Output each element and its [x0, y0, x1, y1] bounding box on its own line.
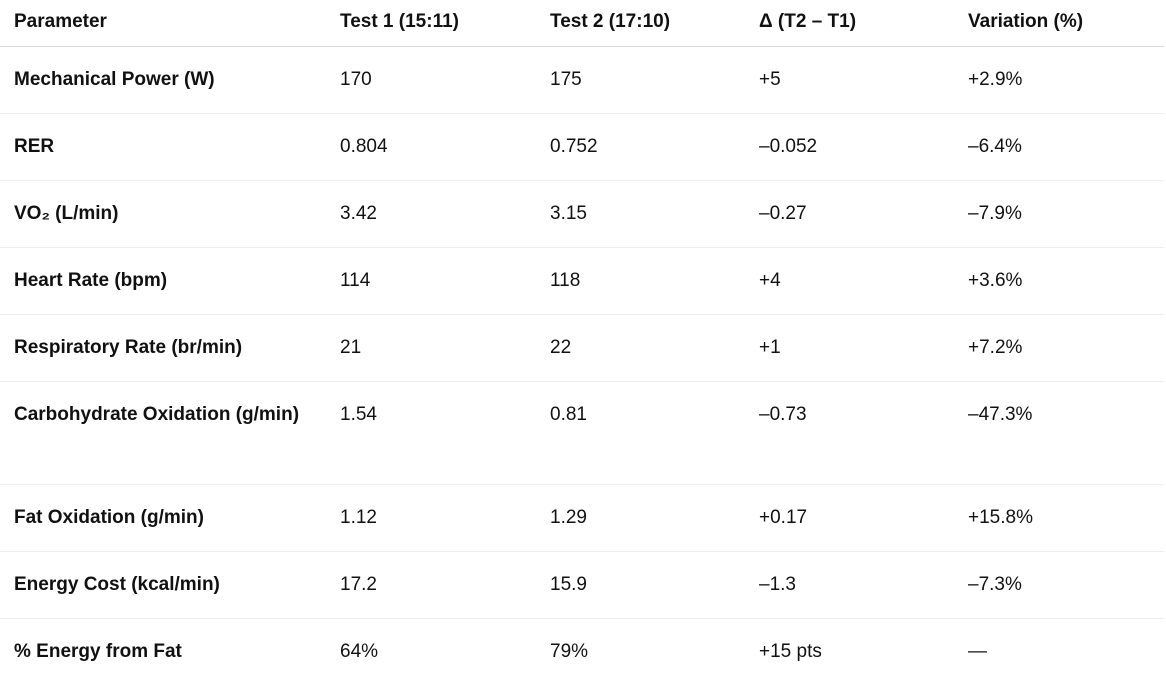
row-delta-value: +0.17	[745, 484, 954, 552]
header-test-1: Test 1 (15:11)	[326, 0, 536, 47]
table-row: % Energy from Fat 64% 79% +15 pts —	[0, 618, 1164, 680]
row-parameter: Heart Rate (bpm)	[0, 247, 326, 315]
row-variation-value: –6.4%	[954, 113, 1164, 181]
table-row: RER 0.804 0.752 –0.052 –6.4%	[0, 113, 1164, 181]
row-delta-value: +4	[745, 247, 954, 315]
row-test-1-value: 17.2	[326, 551, 536, 619]
row-variation-value: —	[968, 640, 987, 662]
table-row: Respiratory Rate (br/min) 21 22 +1 +7.2%	[0, 314, 1164, 382]
row-delta-value: +15 pts	[759, 640, 822, 662]
row-test-1-value: 170	[326, 46, 536, 114]
row-test-2-value: 79%	[550, 640, 589, 662]
table-header: Parameter Test 1 (15:11) Test 2 (17:10) …	[0, 0, 1164, 47]
row-delta-value: +1	[745, 314, 954, 382]
table-body: Mechanical Power (W) 170 175 +5 +2.9% RE…	[0, 46, 1164, 680]
row-variation-value: +15.8%	[954, 484, 1164, 552]
row-test-2-value: 118	[536, 247, 745, 315]
row-parameter: VO₂ (L/min)	[0, 180, 326, 248]
header-row: Parameter Test 1 (15:11) Test 2 (17:10) …	[0, 0, 1164, 47]
row-variation-value: +3.6%	[954, 247, 1164, 315]
header-variation: Variation (%)	[954, 0, 1164, 47]
row-variation-value: +2.9%	[954, 46, 1164, 114]
row-test-2-value: 0.752	[536, 113, 745, 181]
row-variation-value: –47.3%	[954, 381, 1164, 485]
row-test-2-value: 0.81	[536, 381, 745, 485]
row-parameter: Energy Cost (kcal/min)	[0, 551, 326, 619]
table-row: Carbohydrate Oxidation (g/min) 1.54 0.81…	[0, 381, 1164, 485]
header-test-2: Test 2 (17:10)	[536, 0, 745, 47]
row-parameter: Mechanical Power (W)	[0, 46, 326, 114]
table-row: Energy Cost (kcal/min) 17.2 15.9 –1.3 –7…	[0, 551, 1164, 619]
row-test-2-value: 3.15	[536, 180, 745, 248]
row-variation-value: +7.2%	[954, 314, 1164, 382]
row-parameter: % Energy from Fat	[14, 640, 182, 662]
row-parameter: Respiratory Rate (br/min)	[0, 314, 326, 382]
table-row: Mechanical Power (W) 170 175 +5 +2.9%	[0, 46, 1164, 114]
table-row: VO₂ (L/min) 3.42 3.15 –0.27 –7.9%	[0, 180, 1164, 248]
row-parameter: RER	[0, 113, 326, 181]
row-delta-value: –1.3	[745, 551, 954, 619]
row-test-2-value: 1.29	[536, 484, 745, 552]
row-variation-value: –7.9%	[954, 180, 1164, 248]
table-row: Heart Rate (bpm) 114 118 +4 +3.6%	[0, 247, 1164, 315]
row-test-2-value: 175	[536, 46, 745, 114]
row-delta-value: –0.27	[745, 180, 954, 248]
row-test-1-value: 114	[326, 247, 536, 315]
header-parameter: Parameter	[0, 0, 326, 47]
row-test-2-value: 22	[536, 314, 745, 382]
row-test-1-value: 1.12	[326, 484, 536, 552]
row-test-1-value: 0.804	[326, 113, 536, 181]
row-variation-value: –7.3%	[954, 551, 1164, 619]
header-delta: Δ (T2 – T1)	[745, 0, 954, 47]
row-delta-value: –0.73	[745, 381, 954, 485]
row-test-1-value: 3.42	[326, 180, 536, 248]
row-test-2-value: 15.9	[536, 551, 745, 619]
row-test-1-value: 64%	[340, 640, 379, 662]
row-delta-value: +5	[745, 46, 954, 114]
table-row: Fat Oxidation (g/min) 1.12 1.29 +0.17 +1…	[0, 484, 1164, 552]
row-parameter: Carbohydrate Oxidation (g/min)	[0, 381, 326, 485]
row-test-1-value: 1.54	[326, 381, 536, 485]
row-parameter: Fat Oxidation (g/min)	[0, 484, 326, 552]
row-delta-value: –0.052	[745, 113, 954, 181]
row-test-1-value: 21	[326, 314, 536, 382]
